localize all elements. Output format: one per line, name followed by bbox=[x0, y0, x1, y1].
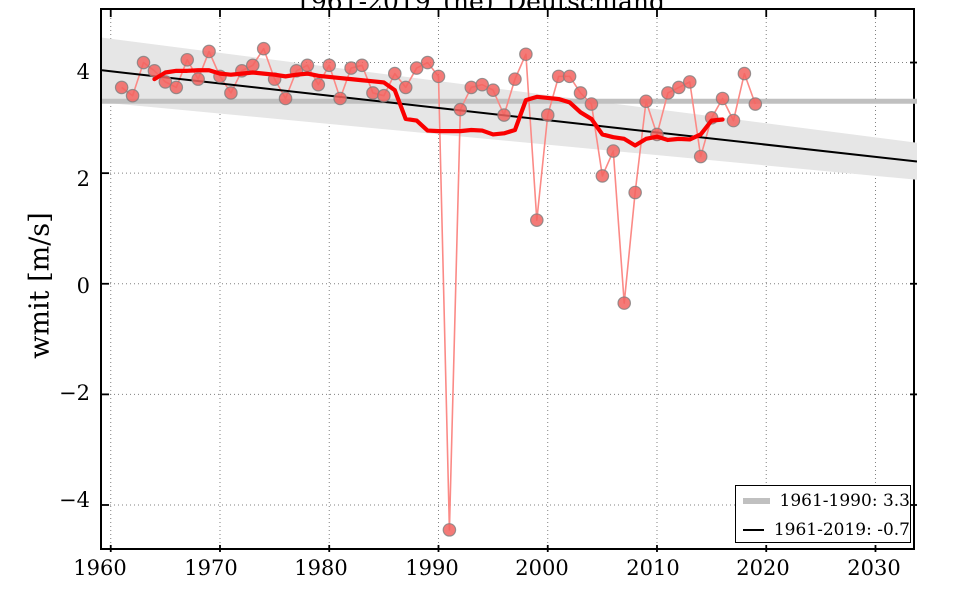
data-point-marker bbox=[442, 523, 457, 537]
legend-entry-trend: 1961-2019: -0.7 bbox=[736, 515, 910, 544]
data-point-marker bbox=[169, 80, 184, 95]
data-point-marker bbox=[540, 108, 555, 122]
y-tick-label: −4 bbox=[59, 488, 90, 512]
plot-canvas bbox=[102, 10, 917, 552]
y-tick-label: 2 bbox=[76, 167, 90, 191]
confidence-band bbox=[102, 37, 917, 180]
data-point-marker bbox=[398, 80, 413, 95]
data-point-marker bbox=[475, 77, 489, 92]
data-point-marker bbox=[628, 185, 642, 200]
x-tick-label: 1980 bbox=[294, 556, 348, 580]
x-tick-label: 2020 bbox=[736, 556, 790, 580]
x-tick-label: 1960 bbox=[73, 556, 127, 580]
chart-legend: 1961-1990: 3.3 1961-2019: -0.7 bbox=[735, 485, 911, 543]
y-tick-label: 0 bbox=[76, 274, 90, 298]
plot-area bbox=[100, 8, 917, 552]
data-point-marker bbox=[377, 88, 391, 103]
data-point-marker bbox=[387, 66, 402, 81]
data-point-marker bbox=[191, 72, 205, 86]
legend-entry-mean: 1961-1990: 3.3 bbox=[736, 486, 910, 515]
data-point-marker bbox=[519, 47, 533, 62]
legend-label-trend: 1961-2019: -0.7 bbox=[773, 519, 910, 540]
x-tick-label: 1970 bbox=[184, 556, 238, 580]
data-point-marker bbox=[726, 113, 741, 128]
data-point-marker bbox=[114, 80, 129, 95]
data-point-marker bbox=[224, 86, 238, 100]
data-point-marker bbox=[595, 169, 610, 183]
smoothed-mean-line bbox=[152, 68, 725, 148]
data-point-marker bbox=[180, 52, 195, 67]
data-point-marker bbox=[715, 91, 730, 106]
x-tick-label: 2000 bbox=[515, 556, 569, 580]
data-point-marker bbox=[486, 83, 500, 97]
data-point-marker bbox=[355, 58, 369, 73]
data-point-marker bbox=[530, 213, 544, 227]
data-point-marker bbox=[202, 44, 216, 59]
data-point-marker bbox=[606, 144, 621, 158]
y-tick-label: −2 bbox=[59, 381, 90, 405]
x-tick-label: 2010 bbox=[626, 556, 680, 580]
data-point-marker bbox=[584, 97, 599, 111]
x-tick-label: 1990 bbox=[405, 556, 459, 580]
data-point-marker bbox=[562, 69, 577, 84]
data-point-marker bbox=[573, 86, 588, 100]
data-point-marker bbox=[322, 58, 337, 73]
data-point-marker bbox=[453, 102, 468, 117]
data-point-marker bbox=[333, 91, 347, 106]
data-point-marker bbox=[158, 75, 173, 89]
data-point-marker bbox=[256, 41, 271, 56]
data-point-marker bbox=[311, 77, 326, 92]
x-tick-label: 2030 bbox=[847, 556, 901, 580]
data-point-marker bbox=[300, 58, 315, 73]
data-point-marker bbox=[431, 69, 446, 84]
data-point-marker bbox=[617, 296, 632, 310]
data-point-marker bbox=[278, 91, 293, 106]
data-point-marker bbox=[661, 86, 675, 100]
data-point-marker bbox=[737, 66, 752, 81]
data-point-marker bbox=[420, 55, 435, 70]
data-point-marker bbox=[125, 88, 140, 103]
data-point-marker bbox=[682, 75, 697, 89]
data-point-marker bbox=[693, 149, 708, 164]
legend-swatch-trend bbox=[743, 528, 764, 531]
legend-swatch-mean bbox=[743, 497, 770, 504]
data-point-marker bbox=[245, 58, 260, 73]
data-point-marker bbox=[748, 97, 763, 111]
data-point-marker bbox=[136, 55, 151, 70]
data-point-marker bbox=[639, 94, 653, 109]
y-tick-label: 4 bbox=[76, 60, 90, 84]
data-point-marker bbox=[672, 80, 686, 95]
data-point-marker bbox=[409, 61, 424, 75]
data-point-marker bbox=[497, 108, 511, 122]
legend-label-mean: 1961-1990: 3.3 bbox=[779, 490, 910, 511]
data-point-marker bbox=[508, 72, 522, 86]
